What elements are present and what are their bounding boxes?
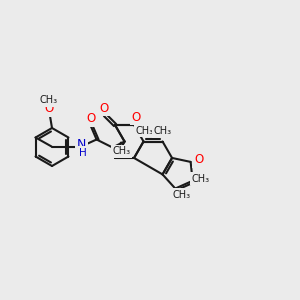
Text: CH₃: CH₃ [192,174,210,184]
Text: O: O [44,103,54,116]
Text: O: O [131,110,141,124]
Text: O: O [86,112,95,125]
Text: H: H [79,148,86,158]
Text: CH₃: CH₃ [136,125,154,136]
Text: N: N [77,138,86,151]
Text: O: O [99,101,109,115]
Text: CH₃: CH₃ [172,190,190,200]
Text: CH₃: CH₃ [112,146,130,157]
Text: CH₃: CH₃ [154,127,172,136]
Text: CH₃: CH₃ [40,95,58,105]
Text: O: O [194,153,203,167]
